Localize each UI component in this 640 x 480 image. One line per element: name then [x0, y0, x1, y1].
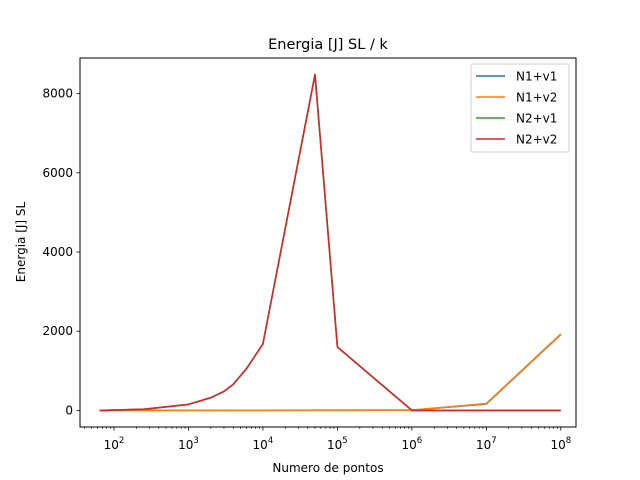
series-line-4 — [99, 73, 561, 412]
legend: N1+v1 N1+v2 N2+v1 N2+v2 — [470, 63, 570, 153]
y-tick-label: 4000 — [42, 245, 73, 259]
x-tick-exponent: 6 — [417, 436, 422, 446]
plot-frame — [79, 57, 577, 428]
x-axis-title: Numero de pontos — [272, 461, 383, 475]
y-axis-title: Energia [J] SL — [14, 201, 28, 282]
series-layer — [99, 73, 562, 412]
x-tick-exponent: 5 — [342, 436, 347, 446]
x-tick-exponent: 2 — [119, 436, 124, 446]
x-tick-exponent: 4 — [268, 436, 273, 446]
x-tick-label: 105 — [327, 436, 348, 452]
plot-area — [79, 57, 577, 428]
y-tick-label: 8000 — [42, 87, 73, 101]
x-axis-ticks: 102 103 104 105 106 107 108 — [84, 427, 571, 452]
x-tick-exponent: 7 — [491, 436, 496, 446]
y-tick-label: 0 — [65, 403, 73, 417]
x-tick-label: 103 — [178, 436, 199, 452]
y-axis-ticks: 0 2000 4000 6000 8000 — [42, 87, 80, 417]
legend-label-4: N2+v2 — [516, 133, 557, 147]
x-tick-exponent: 3 — [193, 436, 198, 446]
x-tick-exponent: 8 — [566, 436, 571, 446]
x-tick-label: 106 — [401, 436, 422, 452]
legend-label-3: N2+v1 — [516, 112, 557, 126]
x-tick-label: 104 — [253, 436, 274, 452]
y-tick-label: 6000 — [42, 166, 73, 180]
series-line-2 — [99, 333, 562, 412]
legend-box — [470, 63, 570, 153]
x-tick-label: 108 — [550, 436, 571, 452]
x-tick-label: 102 — [104, 436, 125, 452]
legend-label-2: N1+v2 — [516, 91, 557, 105]
chart-title: Energia [J] SL / k — [268, 37, 388, 53]
legend-label-1: N1+v1 — [516, 70, 557, 84]
y-tick-label: 2000 — [42, 324, 73, 338]
x-tick-label: 107 — [476, 436, 497, 452]
